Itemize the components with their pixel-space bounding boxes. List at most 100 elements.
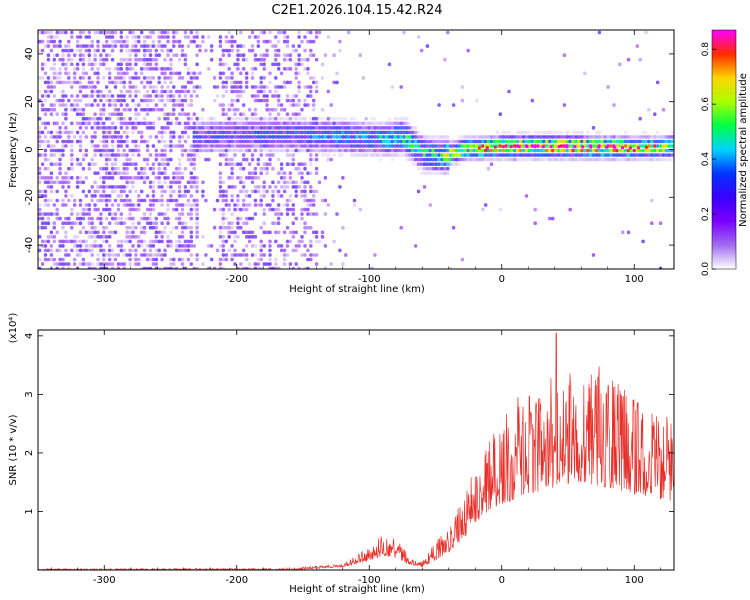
spectrogram-cell (554, 130, 558, 135)
spectrogram-cell (259, 225, 263, 230)
spectrogram-cell (449, 266, 453, 269)
spectrogram-cell (259, 171, 263, 175)
spectrogram-cell (46, 176, 51, 180)
spectrogram-cell (43, 112, 48, 116)
spectrogram-cell (142, 139, 147, 144)
spectrogram-cell (242, 44, 246, 48)
spectrogram-cell (224, 189, 228, 194)
spectrogram-cell (43, 98, 48, 103)
spectrogram-cell (577, 148, 581, 153)
spectrogram-cell (38, 235, 42, 239)
spectrogram-cell (78, 239, 83, 244)
spectrogram-cell (148, 244, 153, 248)
spectrogram-cell (317, 148, 322, 153)
spectrogram-cell (201, 126, 205, 130)
spectrogram-cell (256, 39, 260, 44)
spectrogram-cell (291, 235, 295, 239)
spectrogram-cell (623, 148, 628, 153)
spectrogram-cell (259, 144, 263, 148)
spectrogram-cell (204, 139, 208, 144)
spectrogram-cell (422, 162, 427, 166)
spectrogram-cell (621, 139, 625, 144)
spectrogram-cell (556, 135, 561, 139)
spectrogram-cell (253, 35, 258, 39)
spectrogram-cell (93, 30, 97, 35)
spectrogram-cell (90, 185, 94, 189)
spectrogram-cell (312, 157, 316, 162)
spectrogram-cell (113, 198, 118, 203)
spectrogram-cell (309, 121, 313, 126)
spectrogram-cell (218, 35, 223, 39)
spectrogram-cell (285, 80, 290, 85)
spectrogram-cell (279, 121, 284, 126)
spectrogram-cell (434, 157, 438, 162)
spectrogram-cell (113, 30, 118, 35)
spectrogram-cell (128, 189, 132, 194)
spectrogram-cell (247, 130, 252, 135)
spectrogram-cell (285, 98, 290, 103)
spectrogram-cell (297, 148, 301, 153)
spectrogram-cell (291, 112, 295, 116)
spectrogram-cell (259, 30, 263, 35)
spectrogram-cell (151, 76, 156, 80)
spectrogram-cell (262, 39, 266, 44)
spectrogram-cell (93, 126, 97, 130)
spectrogram-cell (102, 57, 106, 62)
spectrogram-cell (81, 180, 86, 185)
spectrogram-cell (291, 221, 295, 225)
spectrogram-cell (288, 171, 293, 175)
spectrogram-cell (105, 116, 109, 121)
spectrogram-cell (533, 130, 537, 135)
spectrogram-cell (84, 35, 88, 39)
spectrogram-cell (314, 144, 319, 148)
spectrogram-cell (621, 148, 625, 153)
spectrogram-cell (326, 148, 330, 153)
spectrogram-cell (347, 148, 351, 153)
spectrogram-cell (207, 135, 211, 139)
spectrogram-cell (414, 162, 418, 166)
spectrogram-cell (90, 221, 94, 225)
spectrogram-cell (408, 144, 412, 148)
spectrogram-cell (38, 39, 42, 44)
spectrogram-cell (644, 148, 648, 153)
spectrogram-cell (326, 139, 330, 144)
spectrogram-cell (253, 116, 258, 121)
spectrogram-cell (253, 176, 258, 180)
spectrogram-cell (96, 30, 100, 35)
spectrogram-cell (175, 39, 179, 44)
spectrogram-cell (166, 144, 170, 148)
spectrogram-cell (239, 253, 243, 257)
spectrogram-cell (594, 135, 599, 139)
spectrogram-cell (160, 253, 164, 257)
spectrogram-cell (105, 57, 109, 62)
spectrogram-cell (38, 180, 42, 185)
spectrogram-cell (247, 135, 252, 139)
spectrogram-cell (145, 144, 150, 148)
spectrogram-cell (116, 153, 121, 157)
spectrogram-cell (256, 116, 260, 121)
spectrogram-cell (137, 194, 141, 198)
spectrogram-cell (160, 44, 164, 48)
spectrogram-cell (559, 139, 564, 144)
spectrogram-cell (373, 130, 377, 135)
spectrogram-cell (405, 130, 409, 135)
spectrogram-cell (134, 94, 138, 98)
spectrogram-cell (297, 98, 301, 103)
spectrogram-cell (658, 144, 663, 148)
spectrogram-cell (428, 139, 432, 144)
spectrogram-cell (259, 135, 263, 139)
spectrogram-cell (99, 89, 103, 94)
spectrogram-cell (431, 171, 435, 175)
spectrogram-cell (108, 198, 112, 203)
spectrogram-cell (545, 135, 549, 139)
spectrogram-cell (268, 266, 272, 269)
spectrogram-cell (282, 35, 287, 39)
spectrogram-y-tick-label: 20 (24, 95, 35, 108)
spectrogram-cell (230, 253, 234, 257)
spectrogram-cell (352, 126, 357, 130)
spectrogram-cell (510, 148, 514, 153)
spectrogram-cell (99, 198, 103, 203)
spectrogram-cell (588, 153, 593, 157)
spectrogram-cell (55, 80, 59, 85)
